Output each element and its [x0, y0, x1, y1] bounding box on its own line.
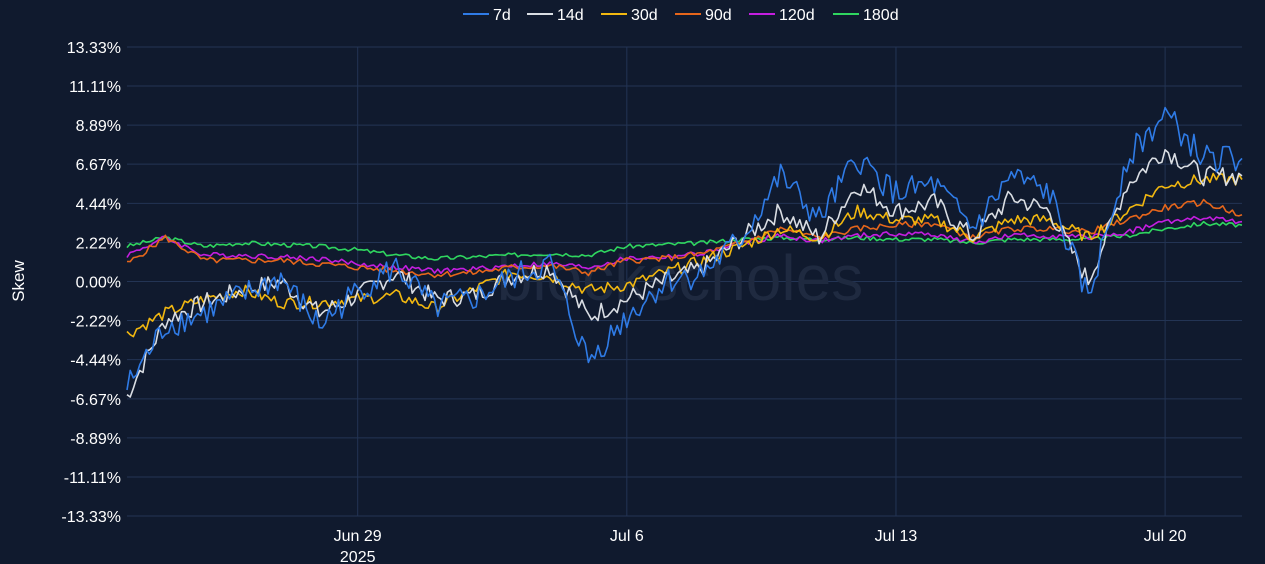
legend-label: 180d [863, 7, 899, 24]
y-tick-label: -11.11% [64, 470, 121, 487]
legend[interactable]: 7d 14d 30d 90d 120d 180d [463, 7, 899, 24]
series-line-7d [126, 106, 1243, 391]
y-tick-label: 4.44% [76, 196, 121, 213]
x-year-label: 2025 [340, 549, 376, 564]
y-tick-label: -8.89% [70, 431, 121, 448]
legend-item-7d[interactable]: 7d [463, 7, 511, 24]
y-tick-label: 13.33% [67, 40, 121, 57]
legend-item-14d[interactable]: 14d [527, 7, 584, 24]
x-tick-label: Jul 13 [875, 528, 918, 545]
legend-item-120d[interactable]: 120d [749, 7, 815, 24]
legend-label: 7d [493, 7, 511, 24]
x-tick-label: Jul 20 [1144, 528, 1187, 545]
series-line-90d [126, 198, 1243, 279]
y-tick-label: -13.33% [61, 509, 121, 526]
legend-label: 120d [779, 7, 815, 24]
y-tick-label: 8.89% [76, 118, 121, 135]
y-axis-ticks: 13.33% 11.11% 8.89% 6.67% 4.44% 2.22% 0.00% -2.… [61, 40, 121, 526]
y-tick-label: 6.67% [76, 157, 121, 174]
series-line-180d [126, 220, 1243, 261]
series-line-120d [126, 215, 1243, 274]
legend-item-90d[interactable]: 90d [675, 7, 732, 24]
y-tick-label: 11.11% [69, 79, 121, 96]
y-tick-label: -6.67% [70, 392, 121, 409]
y-tick-label: 2.22% [76, 235, 121, 252]
y-tick-label: 0.00% [76, 275, 121, 292]
x-axis-ticks: Jun 29 2025 Jul 6 Jul 13 Jul 20 [334, 528, 1187, 564]
y-tick-label: -2.22% [70, 314, 121, 331]
x-tick-label: Jul 6 [610, 528, 644, 545]
legend-item-180d[interactable]: 180d [833, 7, 899, 24]
y-tick-label: -4.44% [70, 353, 121, 370]
legend-label: 90d [705, 7, 732, 24]
legend-label: 14d [557, 7, 584, 24]
y-axis-title: Skew [9, 259, 28, 301]
legend-item-30d[interactable]: 30d [601, 7, 658, 24]
x-tick-label: Jun 29 [334, 528, 382, 545]
legend-label: 30d [631, 7, 658, 24]
series-line-14d [126, 149, 1243, 398]
series-layer [126, 106, 1243, 398]
